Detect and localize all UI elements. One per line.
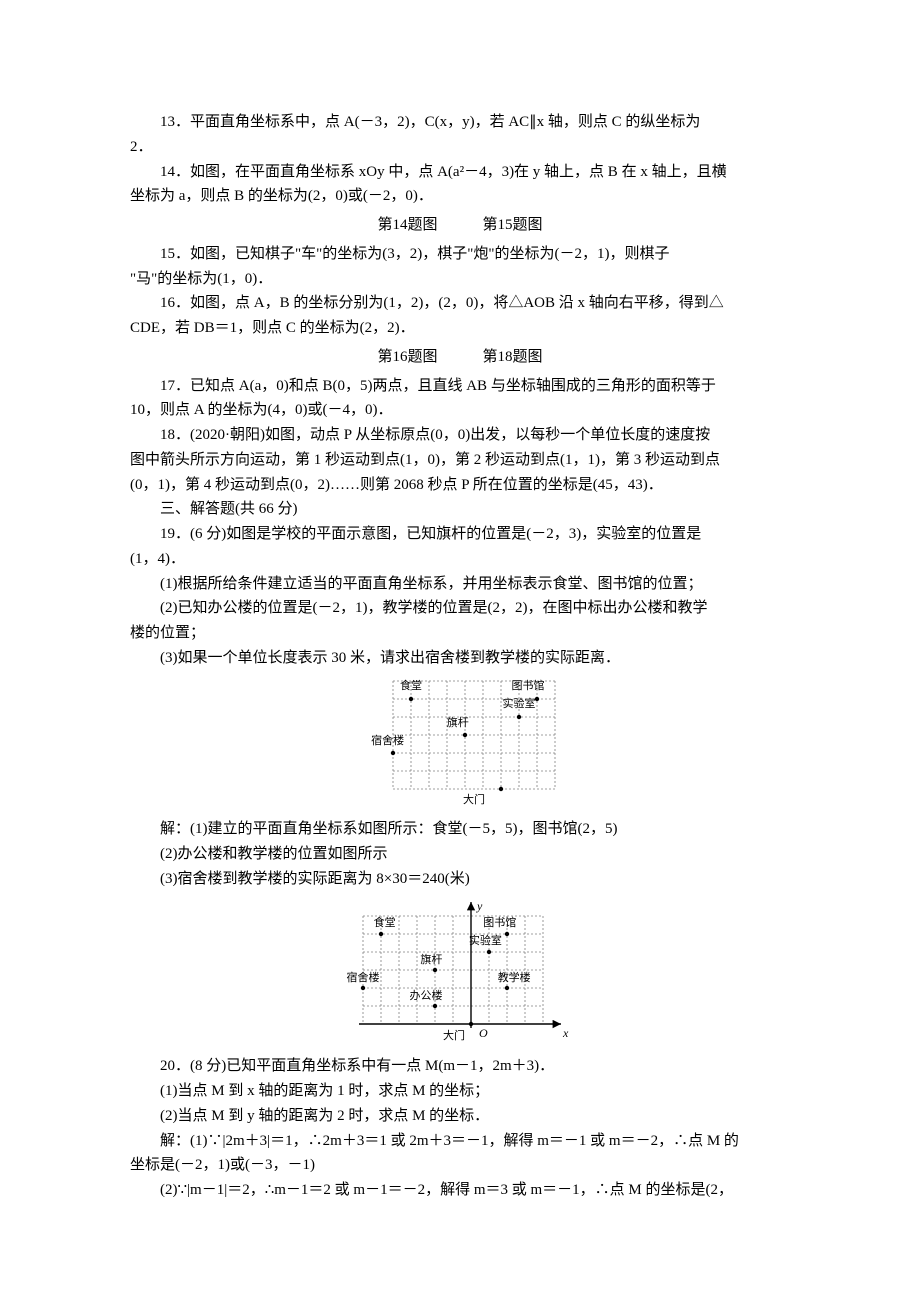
svg-text:x: x — [562, 1026, 569, 1040]
q19-line2: (1，4)． — [130, 547, 790, 572]
svg-text:食堂: 食堂 — [374, 914, 396, 928]
svg-text:y: y — [476, 899, 483, 913]
svg-text:图书馆: 图书馆 — [512, 678, 545, 692]
svg-text:办公楼: 办公楼 — [410, 987, 443, 1001]
q20-sol1a: 解：(1)∵|2m＋3|＝1，∴2m＋3＝1 或 2m＋3＝－1，解得 m＝－1… — [130, 1129, 790, 1154]
q17-line2: 10，则点 A 的坐标为(4，0)或(－4，0)． — [130, 398, 790, 423]
q19-sol2: (2)办公楼和教学楼的位置如图所示 — [130, 842, 790, 867]
q13-line1: 13．平面直角坐标系中，点 A(－3，2)，C(x，y)，若 AC∥x 轴，则点… — [130, 110, 790, 135]
q13-line2: 2． — [130, 135, 790, 160]
q20-p1: (1)当点 M 到 x 轴的距离为 1 时，求点 M 的坐标； — [130, 1079, 790, 1104]
q19-diagram-1: 食堂 图书馆实验室旗杆宿舍楼大门 — [130, 677, 790, 816]
svg-text:大门: 大门 — [443, 1028, 465, 1042]
svg-text:实验室: 实验室 — [503, 696, 536, 710]
q15-line1: 15．如图，已知棋子"车"的坐标为(3，2)，棋子"炮"的坐标为(－2，1)，则… — [130, 242, 790, 267]
svg-text:教学楼: 教学楼 — [498, 969, 531, 983]
q19-p2a: (2)已知办公楼的位置是(－2，1)，教学楼的位置是(2，2)，在图中标出办公楼… — [130, 596, 790, 621]
school-map-diagram: 食堂 图书馆实验室旗杆宿舍楼大门 — [359, 677, 561, 807]
svg-text:大门: 大门 — [463, 792, 485, 806]
svg-text:食堂: 食堂 — [400, 678, 422, 692]
caption-16-18: 第16题图 第18题图 — [130, 345, 790, 370]
q19-sol3: (3)宿舍楼到教学楼的实际距离为 8×30＝240(米) — [130, 867, 790, 892]
q19-p1: (1)根据所给条件建立适当的平面直角坐标系，并用坐标表示食堂、图书馆的位置； — [130, 572, 790, 597]
q20-sol2: (2)∵|m－1|＝2，∴m－1＝2 或 m－1＝－2，解得 m＝3 或 m＝－… — [130, 1178, 790, 1203]
svg-text:实验室: 实验室 — [469, 932, 502, 946]
q14-line2: 坐标为 a，则点 B 的坐标为(2，0)或(－2，0)． — [130, 184, 790, 209]
q19-sol1: 解：(1)建立的平面直角坐标系如图所示：食堂(－5，5)，图书馆(2，5) — [130, 817, 790, 842]
q19-line1: 19．(6 分)如图是学校的平面示意图，已知旗杆的位置是(－2，3)，实验室的位… — [130, 522, 790, 547]
q16-line1: 16．如图，点 A，B 的坐标分别为(1，2)，(2，0)，将△AOB 沿 x … — [130, 291, 790, 316]
q18-line2: 图中箭头所示方向运动，第 1 秒运动到点(1，0)，第 2 秒运动到点(1，1)… — [130, 448, 790, 473]
q20-line1: 20．(8 分)已知平面直角坐标系中有一点 M(m－1，2m＋3)． — [130, 1054, 790, 1079]
q20-p2: (2)当点 M 到 y 轴的距离为 2 时，求点 M 的坐标． — [130, 1104, 790, 1129]
q19-p2b: 楼的位置； — [130, 621, 790, 646]
q17-line1: 17．已知点 A(a，0)和点 B(0，5)两点，且直线 AB 与坐标轴围成的三… — [130, 374, 790, 399]
q19-p3: (3)如果一个单位长度表示 30 米，请求出宿舍楼到教学楼的实际距离． — [130, 646, 790, 671]
q18-line3: (0，1)，第 4 秒运动到点(0，2)……则第 2068 秒点 P 所在位置的… — [130, 473, 790, 498]
q19-diagram-2: 食堂 图书馆实验室旗杆宿舍楼办公楼 教学楼 Ox y 大门 — [130, 898, 790, 1053]
document-page: 13．平面直角坐标系中，点 A(－3，2)，C(x，y)，若 AC∥x 轴，则点… — [0, 0, 920, 1243]
svg-text:图书馆: 图书馆 — [483, 914, 516, 928]
q16-line2: CDE，若 DB＝1，则点 C 的坐标为(2，2)． — [130, 316, 790, 341]
school-map-coordinate-diagram: 食堂 图书馆实验室旗杆宿舍楼办公楼 教学楼 Ox y 大门 — [343, 898, 577, 1044]
caption-14-15: 第14题图 第15题图 — [130, 213, 790, 238]
svg-text:O: O — [479, 1026, 488, 1040]
q20-sol1b: 坐标是(－2，1)或(－3，－1) — [130, 1153, 790, 1178]
section-3-heading: 三、解答题(共 66 分) — [130, 497, 790, 522]
svg-text:旗杆: 旗杆 — [420, 951, 442, 965]
svg-text:宿舍楼: 宿舍楼 — [347, 969, 380, 983]
q15-line2: "马"的坐标为(1，0)． — [130, 267, 790, 292]
svg-text:宿舍楼: 宿舍楼 — [371, 733, 404, 747]
svg-text:旗杆: 旗杆 — [447, 715, 469, 729]
q18-line1: 18．(2020·朝阳)如图，动点 P 从坐标原点(0，0)出发，以每秒一个单位… — [130, 423, 790, 448]
q14-line1: 14．如图，在平面直角坐标系 xOy 中，点 A(a²－4，3)在 y 轴上，点… — [130, 160, 790, 185]
